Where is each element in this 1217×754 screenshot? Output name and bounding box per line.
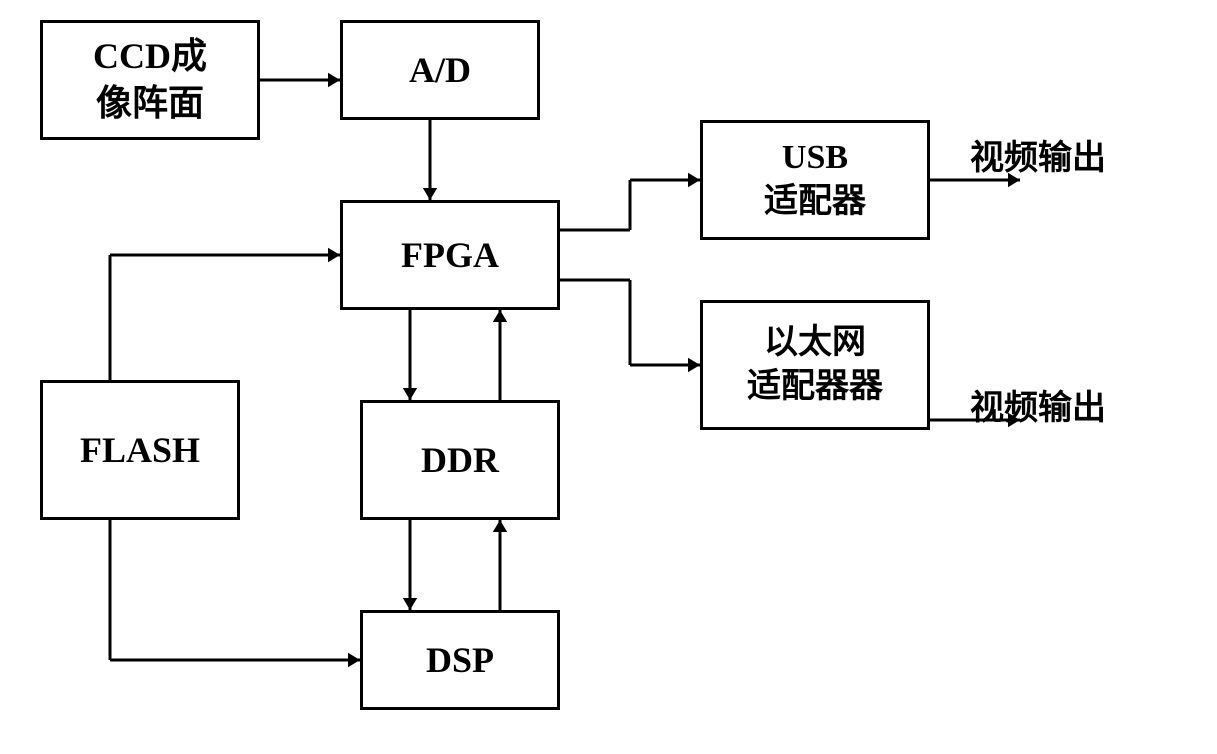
label-video-out-1: 视频输出 [970,130,1106,179]
node-eth: 以太网适配器器 [700,300,930,430]
node-ddr-label: DDR [421,437,499,484]
node-ccd-label: CCD成像阵面 [93,33,207,127]
node-fpga: FPGA [340,200,560,310]
node-usb-label: USB适配器 [764,136,866,224]
diagram-canvas: CCD成像阵面 A/D FPGA USB适配器 以太网适配器器 FLASH DD… [0,0,1217,754]
node-flash: FLASH [40,380,240,520]
node-flash-label: FLASH [80,427,200,474]
node-ad-label: A/D [409,47,471,94]
node-fpga-label: FPGA [401,232,499,279]
node-usb: USB适配器 [700,120,930,240]
node-ad: A/D [340,20,540,120]
node-ddr: DDR [360,400,560,520]
node-dsp-label: DSP [426,637,494,684]
node-ccd: CCD成像阵面 [40,20,260,140]
node-dsp: DSP [360,610,560,710]
node-eth-label: 以太网适配器器 [747,321,883,409]
label-video-out-2: 视频输出 [970,380,1106,429]
